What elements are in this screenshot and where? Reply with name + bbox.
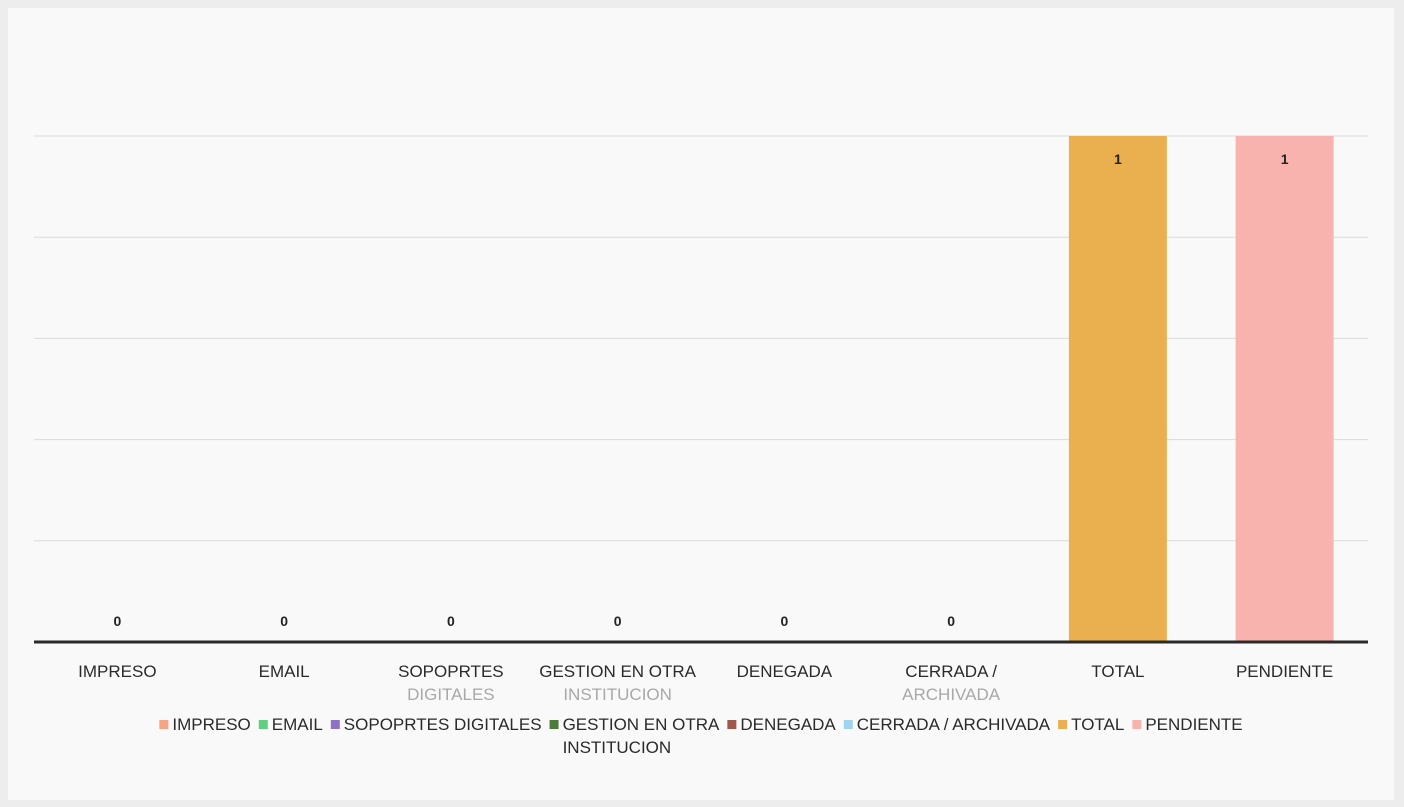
category-label: EMAIL <box>259 662 310 681</box>
legend-item: SOPOPRTES DIGITALES <box>330 715 542 734</box>
legend-label: IMPRESO <box>172 715 250 734</box>
category-label: GESTION EN OTRA <box>539 662 696 681</box>
legend-swatch <box>1132 720 1142 729</box>
legend-item: PENDIENTE <box>1132 715 1243 734</box>
category-label: CERRADA / <box>905 662 997 681</box>
bar <box>1235 136 1334 642</box>
legend-label: PENDIENTE <box>1145 715 1242 734</box>
legend-swatch <box>549 720 559 729</box>
legend-label: GESTION EN OTRA <box>563 715 720 734</box>
legend-item: DENEGADA <box>727 715 836 734</box>
bars <box>1068 136 1334 642</box>
legend-swatch <box>843 720 853 729</box>
bar-chart: 0 0 0 0 0 0 1 1 IMPRESO EMAIL SOPOPRTES DIGITALES G… <box>34 135 1368 757</box>
gridlines <box>34 135 1368 542</box>
data-label: 0 <box>614 613 622 629</box>
legend-label-overflow: INSTITUCION <box>563 738 672 757</box>
bar <box>1068 136 1167 642</box>
legend-swatch <box>258 720 268 729</box>
data-label: 0 <box>780 613 788 629</box>
legend-label: SOPOPRTES DIGITALES <box>344 715 542 734</box>
category-label: SOPOPRTES <box>398 662 504 681</box>
legend-label: TOTAL <box>1071 715 1124 734</box>
legend-label: DENEGADA <box>740 715 836 734</box>
legend-swatch <box>330 720 340 729</box>
category-label: IMPRESO <box>78 662 156 681</box>
legend-swatch <box>159 720 169 729</box>
legend-item: CERRADA / ARCHIVADA <box>843 715 1051 734</box>
legend-swatch <box>727 720 737 729</box>
category-label: DENEGADA <box>737 662 833 681</box>
legend-label: CERRADA / ARCHIVADA <box>857 715 1051 734</box>
category-label: TOTAL <box>1091 662 1144 681</box>
data-label: 1 <box>1281 151 1289 167</box>
data-label: 0 <box>280 613 288 629</box>
data-labels: 0 0 0 0 0 0 1 1 <box>113 151 1288 629</box>
category-label: PENDIENTE <box>1236 662 1333 681</box>
category-label-line2: DIGITALES <box>407 685 495 704</box>
data-label: 0 <box>447 613 455 629</box>
legend-item: IMPRESO <box>159 715 251 734</box>
data-label: 0 <box>947 613 955 629</box>
legend-item: TOTAL <box>1058 715 1124 734</box>
legend: IMPRESO EMAIL SOPOPRTES DIGITALES GESTION E… <box>159 715 1243 757</box>
legend-label: EMAIL <box>272 715 323 734</box>
legend-swatch <box>1058 720 1068 729</box>
chart-card: 0 0 0 0 0 0 1 1 IMPRESO EMAIL SOPOPRTES DIGITALES G… <box>8 8 1394 800</box>
legend-item: EMAIL <box>258 715 323 734</box>
category-labels: IMPRESO EMAIL SOPOPRTES DIGITALES GESTION EN… <box>78 662 1333 704</box>
category-label-line2: INSTITUCION <box>563 685 672 704</box>
data-label: 1 <box>1114 151 1122 167</box>
legend-item: GESTION EN OTRA <box>549 715 720 734</box>
category-label-line2: ARCHIVADA <box>902 685 1001 704</box>
data-label: 0 <box>113 613 121 629</box>
